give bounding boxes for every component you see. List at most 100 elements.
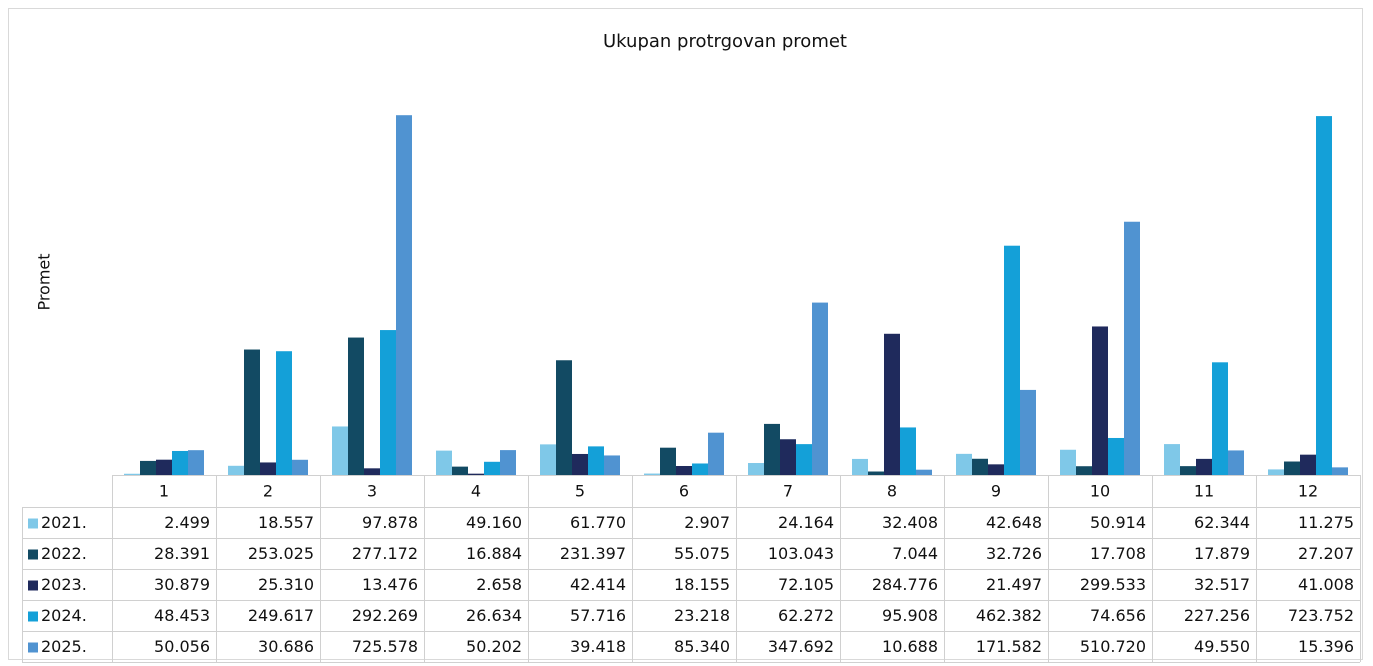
table-value: 30.686 [258, 637, 314, 656]
legend-swatch [28, 611, 38, 622]
bar [900, 427, 916, 475]
bar [1268, 469, 1284, 475]
table-value: 28.391 [154, 544, 210, 563]
bar [468, 473, 484, 475]
y-axis-label: Promet [35, 253, 54, 310]
bar [604, 455, 620, 475]
bar [1092, 326, 1108, 475]
table-value: 17.879 [1194, 544, 1250, 563]
table-value: 510.720 [1080, 637, 1146, 656]
bar [276, 351, 292, 475]
table-value: 24.164 [778, 513, 834, 532]
table-value: 49.160 [466, 513, 522, 532]
bar [1164, 444, 1180, 475]
x-tick-label: 12 [1298, 482, 1318, 501]
x-tick-label: 7 [783, 482, 793, 501]
legend-label: 2022. [41, 544, 87, 563]
table-value: 227.256 [1184, 606, 1250, 625]
bar [708, 432, 724, 475]
bar [556, 360, 572, 475]
table-value: 253.025 [248, 544, 314, 563]
x-tick-label: 3 [367, 482, 377, 501]
table-value: 17.708 [1090, 544, 1146, 563]
bar [972, 458, 988, 475]
bar [540, 444, 556, 475]
bar [796, 444, 812, 475]
bar [1060, 449, 1076, 475]
table-value: 50.056 [154, 637, 210, 656]
bar [572, 453, 588, 475]
bar [436, 450, 452, 475]
bar [956, 453, 972, 475]
bar [868, 471, 884, 475]
bar [852, 458, 868, 475]
legend-label: 2024. [41, 606, 87, 625]
bar [1076, 466, 1092, 475]
x-tick-label: 11 [1194, 482, 1214, 501]
table-value: 2.499 [164, 513, 210, 532]
table-value: 7.044 [892, 544, 938, 563]
x-tick-label: 5 [575, 482, 585, 501]
bar [332, 426, 348, 475]
table-value: 32.726 [986, 544, 1042, 563]
bar [348, 337, 364, 475]
bar [124, 473, 140, 475]
bar [1124, 221, 1140, 475]
table-value: 42.648 [986, 513, 1042, 532]
bar [644, 473, 660, 475]
table-value: 284.776 [872, 575, 938, 594]
bar [292, 459, 308, 475]
table-value: 10.688 [882, 637, 938, 656]
table-value: 27.207 [1298, 544, 1354, 563]
bar [500, 450, 516, 475]
table-value: 74.656 [1090, 606, 1146, 625]
bar [188, 450, 204, 475]
table-value: 23.218 [674, 606, 730, 625]
table-value: 32.517 [1194, 575, 1250, 594]
legend-swatch [28, 642, 38, 653]
legend-label: 2021. [41, 513, 87, 532]
table-value: 11.275 [1298, 513, 1354, 532]
bar [1020, 389, 1036, 475]
table-value: 62.344 [1194, 513, 1250, 532]
table-value: 13.476 [362, 575, 418, 594]
bar [988, 464, 1004, 475]
table-value: 57.716 [570, 606, 626, 625]
table-value: 723.752 [1288, 606, 1354, 625]
bar [916, 469, 932, 475]
table-value: 299.533 [1080, 575, 1146, 594]
bar [676, 465, 692, 475]
table-value: 25.310 [258, 575, 314, 594]
bar [484, 461, 500, 475]
bar [380, 330, 396, 475]
chart-title: Ukupan protrgovan promet [603, 31, 847, 52]
x-tick-label: 9 [991, 482, 1001, 501]
table-value: 725.578 [352, 637, 418, 656]
x-tick-label: 6 [679, 482, 689, 501]
table-value: 103.043 [768, 544, 834, 563]
bar [172, 450, 188, 475]
table-value: 347.692 [768, 637, 834, 656]
table-value: 85.340 [674, 637, 730, 656]
table-value: 50.202 [466, 637, 522, 656]
table-value: 32.408 [882, 513, 938, 532]
legend-label: 2023. [41, 575, 87, 594]
bar [1316, 116, 1332, 475]
table-value: 42.414 [570, 575, 626, 594]
bar [1284, 461, 1300, 475]
x-tick-label: 10 [1090, 482, 1110, 501]
bar [588, 446, 604, 475]
bar [1004, 245, 1020, 475]
bar [660, 447, 676, 475]
bar [812, 302, 828, 475]
bar [452, 466, 468, 475]
bar [1108, 437, 1124, 475]
bar [1300, 454, 1316, 475]
bar [764, 423, 780, 475]
table-value: 72.105 [778, 575, 834, 594]
table-value: 18.557 [258, 513, 314, 532]
table-value: 15.396 [1298, 637, 1354, 656]
legend-swatch [28, 549, 38, 560]
table-value: 21.497 [986, 575, 1042, 594]
